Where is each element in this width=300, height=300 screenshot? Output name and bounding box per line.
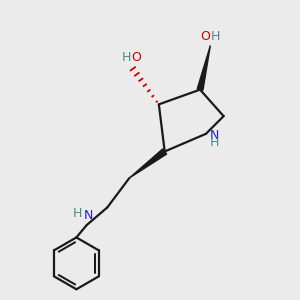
Text: O: O — [131, 51, 141, 64]
Text: N: N — [83, 209, 93, 222]
Text: H: H — [73, 207, 82, 220]
Polygon shape — [197, 46, 210, 90]
Text: N: N — [209, 129, 219, 142]
Text: H: H — [122, 51, 131, 64]
Text: H: H — [209, 136, 219, 149]
Text: O: O — [200, 30, 210, 43]
Text: H: H — [210, 30, 220, 43]
Polygon shape — [129, 149, 167, 178]
